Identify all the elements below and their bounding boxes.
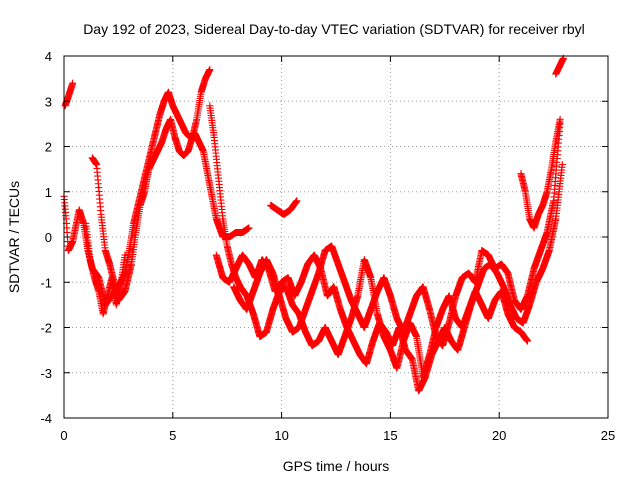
data-point	[69, 79, 77, 87]
x-tick-label: 5	[169, 428, 176, 443]
chart-title: Day 192 of 2023, Sidereal Day-to-day VTE…	[83, 21, 585, 37]
x-tick-label: 20	[492, 428, 506, 443]
data-point	[523, 337, 531, 345]
x-tick-label: 10	[274, 428, 288, 443]
grid	[64, 56, 608, 418]
series-track-d	[82, 219, 129, 318]
data-series	[60, 54, 567, 395]
y-tick-label: 2	[45, 140, 52, 155]
x-tick-label: 25	[601, 428, 615, 443]
data-point	[556, 115, 564, 123]
data-point	[206, 66, 214, 74]
y-tick-label: -4	[40, 411, 52, 426]
x-axis-label: GPS time / hours	[283, 458, 390, 474]
x-tick-label: 15	[383, 428, 397, 443]
data-point	[245, 224, 253, 232]
data-point	[121, 251, 129, 259]
y-axis-label: SDTVAR / TECUs	[6, 181, 22, 293]
y-tick-label: -2	[40, 321, 52, 336]
y-tick-label: -3	[40, 366, 52, 381]
x-tick-label: 0	[60, 428, 67, 443]
y-tick-label: 3	[45, 94, 52, 109]
series-track-f	[212, 161, 566, 395]
series-track-j	[552, 54, 567, 78]
series-track-e	[206, 102, 531, 381]
series-track-c	[88, 66, 214, 304]
y-tick-label: 1	[45, 185, 52, 200]
y-tick-label: 0	[45, 230, 52, 245]
series-track-h	[267, 197, 301, 218]
y-tick-label: -1	[40, 275, 52, 290]
y-tick-label: 4	[45, 49, 52, 64]
